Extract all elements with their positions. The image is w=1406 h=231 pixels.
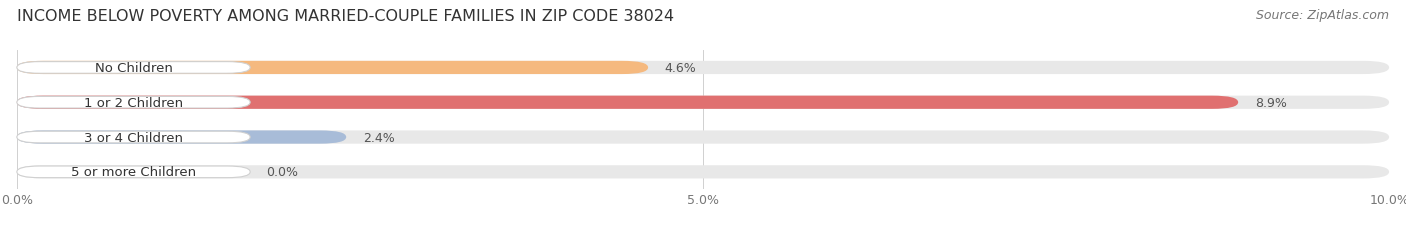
- FancyBboxPatch shape: [17, 166, 250, 178]
- Text: Source: ZipAtlas.com: Source: ZipAtlas.com: [1256, 9, 1389, 22]
- Text: 8.9%: 8.9%: [1254, 96, 1286, 109]
- Text: 4.6%: 4.6%: [665, 62, 696, 75]
- FancyBboxPatch shape: [17, 131, 346, 144]
- FancyBboxPatch shape: [17, 132, 250, 143]
- FancyBboxPatch shape: [17, 61, 1389, 75]
- Text: 5 or more Children: 5 or more Children: [70, 166, 195, 179]
- Text: 0.0%: 0.0%: [267, 166, 298, 179]
- FancyBboxPatch shape: [17, 61, 648, 75]
- Text: No Children: No Children: [94, 62, 173, 75]
- FancyBboxPatch shape: [17, 131, 1389, 144]
- Text: 1 or 2 Children: 1 or 2 Children: [84, 96, 183, 109]
- Text: INCOME BELOW POVERTY AMONG MARRIED-COUPLE FAMILIES IN ZIP CODE 38024: INCOME BELOW POVERTY AMONG MARRIED-COUPL…: [17, 9, 673, 24]
- Text: 2.4%: 2.4%: [363, 131, 395, 144]
- FancyBboxPatch shape: [17, 96, 1389, 109]
- Text: 3 or 4 Children: 3 or 4 Children: [84, 131, 183, 144]
- FancyBboxPatch shape: [17, 165, 1389, 179]
- FancyBboxPatch shape: [17, 97, 250, 109]
- FancyBboxPatch shape: [17, 96, 1239, 109]
- FancyBboxPatch shape: [17, 62, 250, 74]
